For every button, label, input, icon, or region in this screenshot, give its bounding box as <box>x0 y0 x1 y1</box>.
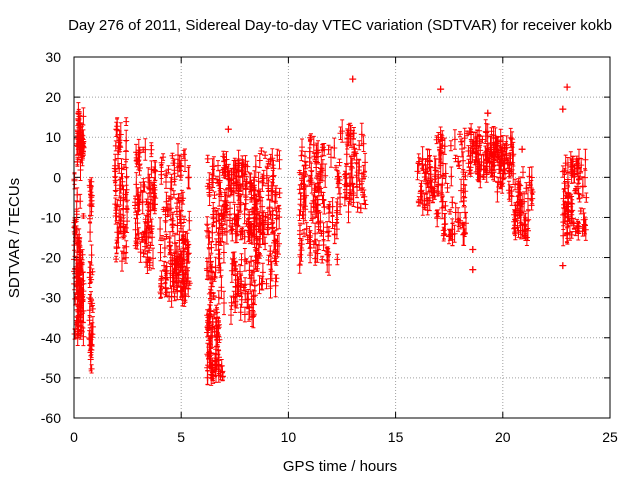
chart-title: Day 276 of 2011, Sidereal Day-to-day VTE… <box>68 17 612 34</box>
y-tick-label: 20 <box>45 89 61 105</box>
outlier-point <box>518 145 526 153</box>
x-tick-label: 25 <box>602 429 618 445</box>
outlier-point <box>469 246 477 254</box>
y-tick-label: -60 <box>41 410 61 426</box>
outlier-point <box>224 125 232 133</box>
data-layer <box>71 75 590 386</box>
y-axis-label: SDTVAR / TECUs <box>6 178 23 298</box>
outlier-point <box>469 266 477 274</box>
y-tick-label: 10 <box>45 129 61 145</box>
y-tick-label: -20 <box>41 250 61 266</box>
outlier-point <box>559 105 567 113</box>
x-tick-label: 10 <box>281 429 297 445</box>
x-tick-label: 20 <box>495 429 511 445</box>
y-tick-label: 0 <box>53 169 61 185</box>
y-tick-label: -10 <box>41 209 61 225</box>
y-tick-label: 30 <box>45 49 61 65</box>
outlier-point <box>437 85 445 93</box>
outlier-point <box>484 109 492 117</box>
x-tick-label: 5 <box>177 429 185 445</box>
x-tick-label: 15 <box>388 429 404 445</box>
plot-frame <box>73 56 611 419</box>
outlier-point <box>349 75 357 83</box>
outlier-point <box>559 262 567 270</box>
y-tick-label: -30 <box>41 290 61 306</box>
y-tick-label: -50 <box>41 370 61 386</box>
x-axis-label: GPS time / hours <box>283 458 397 475</box>
y-tick-label: -40 <box>41 330 61 346</box>
x-tick-label: 0 <box>70 429 78 445</box>
outlier-point <box>563 83 571 91</box>
data-points <box>71 76 590 381</box>
